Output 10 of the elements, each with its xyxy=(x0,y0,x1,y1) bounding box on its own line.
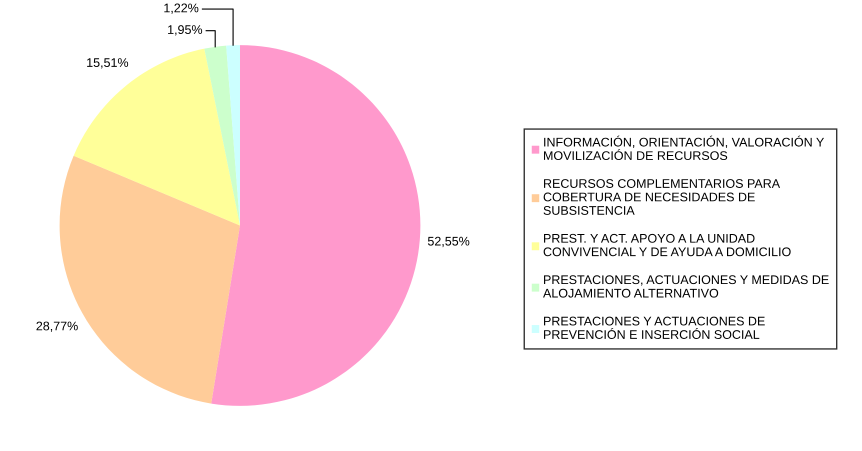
data-label: 28,77% xyxy=(36,322,78,332)
legend-label: PRESTACIONES, ACTUACIONES Y MEDIDAS DE ALOJAMIENTO ALTERNATIVO xyxy=(543,275,829,298)
data-label: 52,55% xyxy=(428,236,470,248)
data-label: 1,95% xyxy=(168,25,202,36)
legend-label: RECURSOS COMPLEMENTARIOS PARA COBERTURA DE NECESIDADES DE SUBSISTENCIA xyxy=(544,179,780,215)
legend-label: PREST. Y ACT. APOYO A LA UNIDAD CONVIVENCIAL Y DE AYUDA A DOMICILIO xyxy=(544,234,791,256)
data-label: 1,22% xyxy=(164,4,198,14)
legend-label: PRESTACIONES Y ACTUACIONES DE PREVENCIÓN E INSERCIÓN SOCIAL xyxy=(544,316,765,339)
legend-label: INFORMACIÓN, ORIENTACIÓN, VALORACIÓN Y MOVILIZACIÓN DE RECURSOS xyxy=(544,136,824,160)
data-label: 15,51% xyxy=(87,58,128,68)
